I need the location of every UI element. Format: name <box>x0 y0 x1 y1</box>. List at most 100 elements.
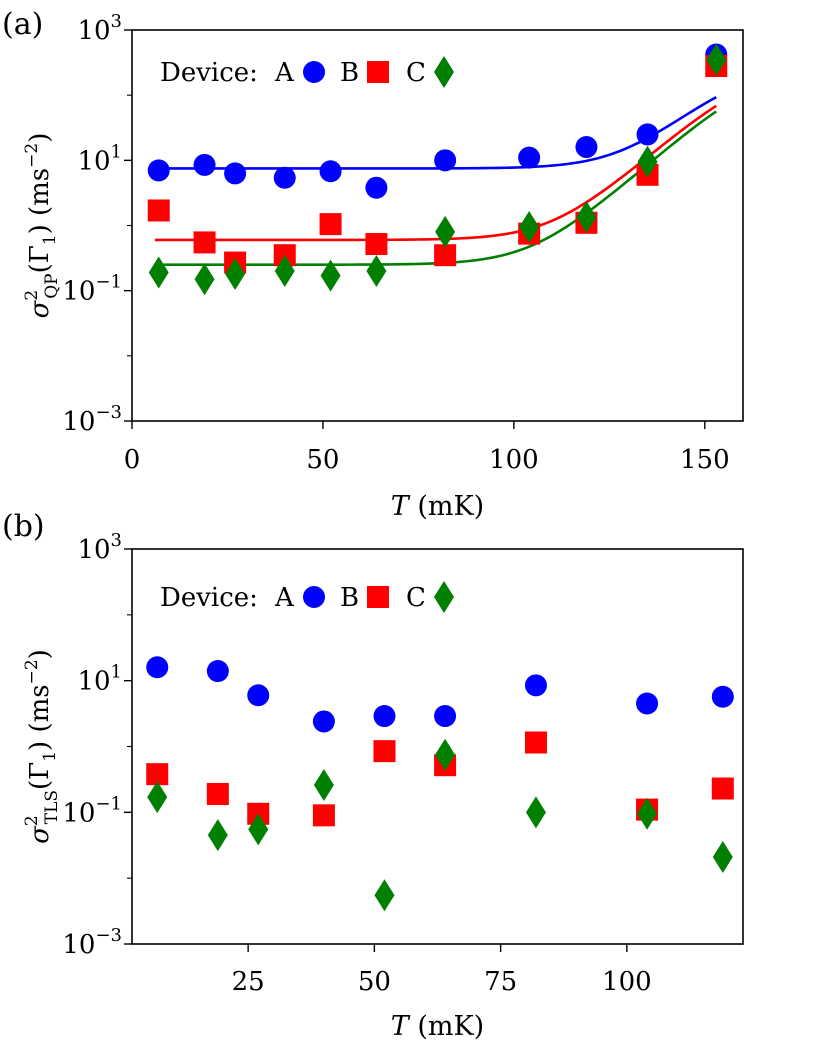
data-point-A <box>206 660 229 683</box>
y-tick-exponent: −3 <box>95 402 122 423</box>
data-point-A <box>193 153 216 176</box>
data-point-C <box>194 263 215 296</box>
y-tick-label: 10−1 <box>62 793 122 828</box>
fit-curve-A <box>154 96 717 170</box>
data-point-C <box>637 797 658 830</box>
x-tick-label: 50 <box>306 445 339 475</box>
plot-area <box>147 43 728 296</box>
y-tick-exponent: 1 <box>111 662 122 683</box>
data-point-A <box>312 710 335 733</box>
y-axis-label: σ2TLS(Γ1) (ms−2) <box>22 649 62 844</box>
series-C <box>147 738 733 912</box>
data-point-C <box>248 813 269 846</box>
data-point-B <box>524 731 547 754</box>
y-label-gamma: (Γ <box>25 762 55 790</box>
data-point-A <box>636 123 659 146</box>
y-label-unit: ) (ms <box>25 168 55 235</box>
y-label-gamma: (Γ <box>25 245 55 273</box>
data-point-A <box>146 656 169 679</box>
fit-curve-C <box>154 110 718 267</box>
y-label-close: ) <box>25 133 55 143</box>
y-tick-label: 103 <box>77 11 122 46</box>
data-point-B <box>206 782 229 805</box>
data-point-A <box>224 162 247 185</box>
data-point-A <box>273 166 296 189</box>
legend: Device: A B C <box>160 56 454 88</box>
legend-marker-B <box>367 61 389 83</box>
data-point-A <box>711 685 734 708</box>
data-point-A <box>147 159 170 182</box>
legend-marker-C <box>434 581 454 613</box>
x-tick-label: 50 <box>358 967 391 997</box>
y-tick-label: 103 <box>77 530 122 565</box>
y-label-gamma-sub: 1 <box>40 751 60 762</box>
x-tick-label: 150 <box>680 445 730 475</box>
y-tick-label: 10−3 <box>62 402 122 437</box>
legend-marker-C <box>434 56 454 88</box>
legend-marker-A <box>303 586 325 608</box>
y-label-unit-exp: −2 <box>22 659 42 684</box>
data-point-C <box>147 781 168 814</box>
y-label-close: ) <box>25 649 55 659</box>
y-label-unit: ) (ms <box>25 684 55 751</box>
data-point-B <box>373 740 396 763</box>
panel-label: (a) <box>2 7 43 42</box>
legend-label-C: C <box>406 583 426 613</box>
y-label-sup: 2 <box>22 290 42 301</box>
data-point-C <box>148 256 169 289</box>
series-A <box>146 656 734 733</box>
legend: Device: A B C <box>160 581 454 613</box>
x-axis-label: T (mK) <box>391 1011 484 1042</box>
y-tick-base: 10 <box>62 798 95 828</box>
y-tick-exponent: −1 <box>95 793 122 814</box>
data-point-C <box>435 215 456 248</box>
y-label-sup: 2 <box>22 815 42 826</box>
x-tick-label: 100 <box>602 967 652 997</box>
x-tick-label: 100 <box>489 445 539 475</box>
y-label-sub: QP <box>42 273 62 298</box>
data-point-A <box>434 149 457 172</box>
y-tick-base: 10 <box>77 667 110 697</box>
data-point-C <box>207 819 228 852</box>
x-tick-label: 0 <box>124 445 141 475</box>
legend-label-A: A <box>274 58 295 88</box>
data-point-C <box>320 259 341 292</box>
data-point-C <box>366 255 387 288</box>
legend-marker-A <box>303 61 325 83</box>
legend-marker-B <box>367 586 389 608</box>
data-point-A <box>434 705 457 728</box>
data-point-A <box>524 674 547 697</box>
data-point-A <box>247 684 270 707</box>
data-point-B <box>146 763 169 786</box>
x-tick-label: 75 <box>484 967 517 997</box>
data-point-B <box>434 244 457 267</box>
legend-label-A: A <box>274 583 295 613</box>
y-axis-label: σ2QP(Γ1) (ms−2) <box>22 133 62 319</box>
legend-prefix: Device: <box>160 583 258 613</box>
y-tick-base: 10 <box>77 16 110 46</box>
y-tick-exponent: −1 <box>95 272 122 293</box>
y-tick-exponent: 1 <box>111 141 122 162</box>
y-tick-exponent: 3 <box>111 11 122 32</box>
y-tick-base: 10 <box>62 277 95 307</box>
data-point-C <box>637 145 658 178</box>
x-axis-label-symbol: T <box>391 491 411 522</box>
y-tick-label: 101 <box>77 662 122 697</box>
panel-label: (b) <box>2 509 45 544</box>
data-point-C <box>225 258 246 291</box>
y-label-sigma: σ <box>25 299 55 318</box>
plot-frame <box>131 29 744 422</box>
y-label-unit-exp: −2 <box>22 143 42 168</box>
data-point-A <box>365 176 388 199</box>
y-label-sub: TLS <box>42 790 62 824</box>
y-tick-base: 10 <box>77 146 110 176</box>
legend-label-B: B <box>340 583 359 613</box>
legend-label-B: B <box>340 58 359 88</box>
legend-prefix: Device: <box>160 58 258 88</box>
data-point-C <box>519 210 540 243</box>
y-label-sigma: σ <box>25 825 55 844</box>
y-label-gamma-sub: 1 <box>40 234 60 245</box>
